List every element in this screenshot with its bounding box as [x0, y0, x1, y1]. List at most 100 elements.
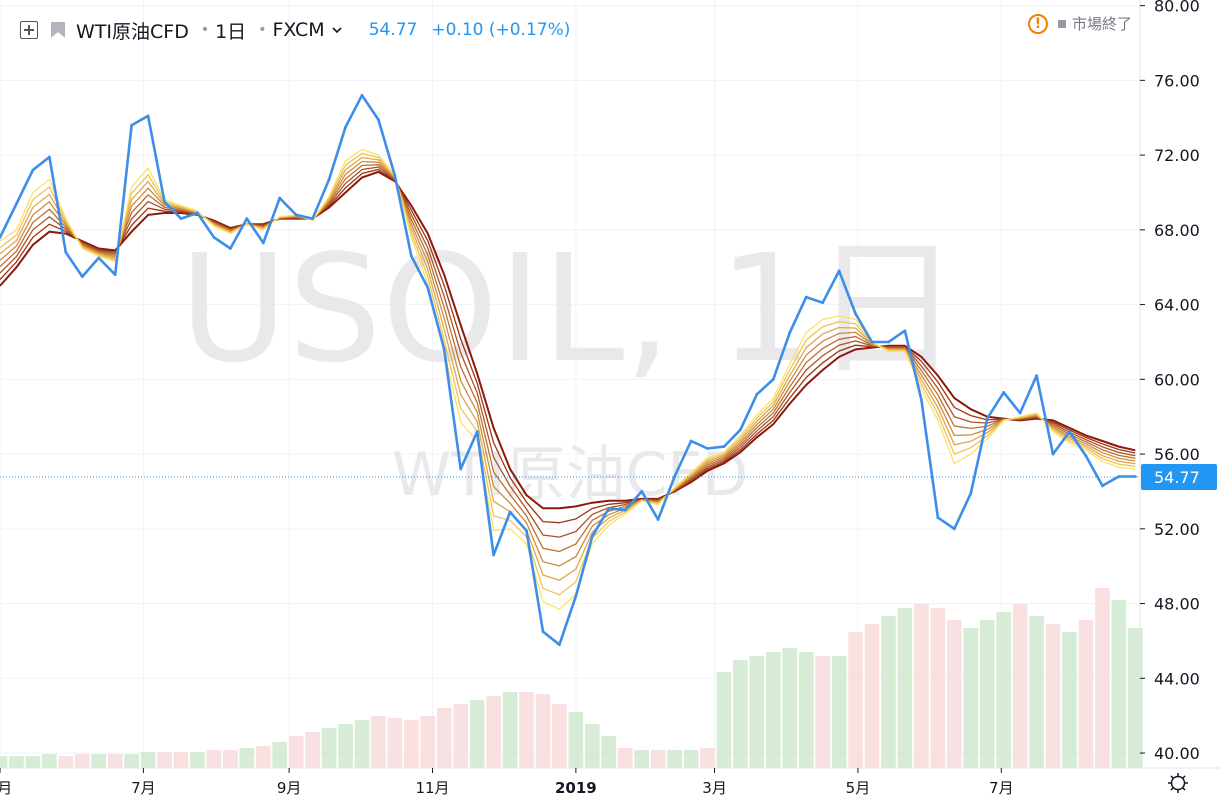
price-point — [97, 256, 101, 260]
y-tick-label: 68.00 — [1154, 221, 1200, 240]
price-point — [393, 174, 397, 178]
price-point — [1002, 391, 1006, 394]
volume-bar — [74, 754, 90, 768]
volume-bar — [996, 612, 1011, 768]
price-point — [492, 553, 496, 557]
volume-bar — [979, 620, 995, 768]
volume-bar — [453, 704, 469, 768]
ma-line-2 — [0, 152, 1136, 596]
interval-label[interactable]: 1日 — [215, 20, 247, 43]
plus-square-icon[interactable] — [20, 21, 38, 39]
price-point — [623, 508, 627, 512]
volume-bar — [765, 652, 781, 768]
price-point — [228, 247, 232, 250]
volume-bar — [404, 720, 419, 768]
price-point — [196, 211, 199, 215]
volume-bar — [157, 752, 172, 768]
price-line — [0, 94, 1136, 647]
volume-bar — [930, 608, 946, 768]
volume-bar — [1012, 604, 1028, 768]
volume-bar — [190, 752, 205, 768]
x-tick-label: 7月 — [131, 779, 156, 797]
price-point — [31, 168, 35, 172]
price-point — [130, 123, 134, 127]
separator-dot: • — [258, 22, 267, 38]
price-point — [409, 254, 413, 258]
volume-bar — [42, 754, 57, 768]
volume-bar — [9, 756, 24, 768]
y-tick-label: 48.00 — [1154, 595, 1200, 614]
volume-bar — [716, 672, 732, 768]
x-tick-label: 11月 — [415, 779, 449, 797]
price-point — [459, 467, 463, 471]
ma-line-6 — [0, 166, 1136, 538]
price-point — [541, 630, 545, 633]
price-point — [689, 439, 693, 443]
price-point — [261, 241, 265, 245]
warning-icon[interactable]: ! — [1027, 13, 1048, 34]
volume-bar — [585, 724, 600, 768]
volume-bar — [1045, 624, 1061, 768]
price-point — [804, 295, 808, 299]
price-point — [1018, 411, 1022, 415]
market-status: ! 市場終了 — [1027, 13, 1132, 34]
volume-bar — [1062, 632, 1077, 768]
volume-bar — [354, 720, 370, 768]
volume-bar — [831, 656, 847, 768]
price-point — [969, 491, 973, 495]
symbol-name[interactable]: WTI原油CFD — [76, 20, 189, 43]
x-tick-label: 5月 — [846, 779, 871, 797]
price-point — [985, 417, 989, 420]
x-tick-label: 3月 — [702, 779, 727, 797]
price-point — [377, 118, 380, 121]
ma-line-5 — [0, 164, 1136, 553]
price-point — [146, 114, 150, 118]
price-point — [245, 217, 249, 221]
y-tick-label: 60.00 — [1154, 370, 1200, 389]
x-tick-label: 5月 — [0, 779, 12, 797]
exchange-label[interactable]: FXCM — [272, 19, 325, 41]
price-point — [755, 392, 759, 396]
price-point — [1084, 454, 1088, 458]
volume-bar — [1078, 620, 1094, 768]
price-series[interactable] — [0, 93, 1137, 647]
volume-bar — [733, 660, 748, 768]
gear-icon[interactable] — [1166, 771, 1190, 795]
volume-bar — [420, 716, 436, 768]
last-price: 54.77 — [368, 20, 418, 40]
price-point — [508, 510, 512, 514]
price-point — [344, 125, 347, 129]
price-point — [739, 428, 742, 432]
price-point — [1035, 374, 1038, 377]
volume-bar — [288, 736, 304, 768]
volume-bar — [58, 756, 74, 768]
volume-bar — [272, 742, 288, 768]
price-point — [1100, 484, 1104, 488]
volume-bar — [650, 750, 666, 768]
volume-bar — [848, 632, 863, 768]
price-point — [64, 250, 68, 254]
price-point — [311, 217, 315, 221]
volume-bar — [387, 718, 403, 768]
volume-bar — [519, 692, 534, 768]
volume-bar — [914, 604, 929, 768]
volume-bar — [469, 700, 485, 768]
volume-bar — [206, 750, 222, 768]
volume-bar — [897, 608, 913, 768]
flag-icon[interactable] — [50, 21, 66, 39]
volume-bar — [223, 750, 238, 768]
volume-bar — [552, 704, 567, 768]
ma-line-8 — [0, 170, 1136, 510]
volume-bar — [634, 750, 650, 768]
price-point — [212, 235, 216, 239]
volume-bar — [321, 728, 337, 768]
chevron-down-icon[interactable] — [331, 24, 343, 36]
price-point — [475, 430, 479, 434]
price-point — [278, 196, 282, 200]
volume-bar — [782, 648, 798, 768]
volume-bar — [535, 694, 551, 768]
price-point — [607, 506, 611, 510]
market-status-text: 市場終了 — [1071, 15, 1132, 33]
